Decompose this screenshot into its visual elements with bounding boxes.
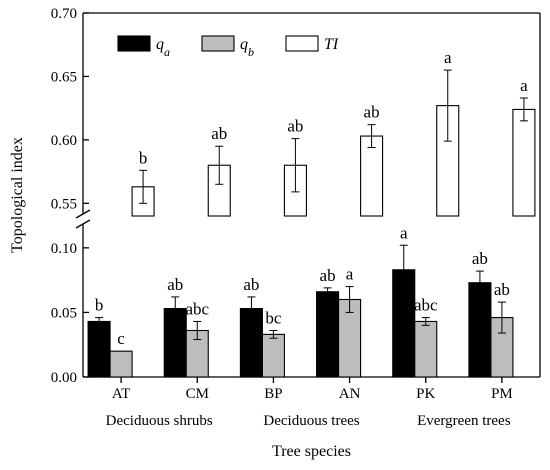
legend-label: qb	[240, 36, 254, 59]
y-tick-label: 0.05	[51, 305, 77, 321]
significance-letter: abc	[414, 296, 438, 315]
significance-letter: ab	[211, 124, 227, 143]
significance-letter: a	[444, 48, 452, 67]
significance-letter: a	[346, 265, 354, 284]
group-label: Deciduous shrubs	[106, 413, 213, 429]
significance-letter: ab	[167, 275, 183, 294]
y-tick-label: 0.55	[51, 196, 77, 212]
significance-letter: ab	[364, 103, 380, 122]
y-axis-title: Topological index	[9, 137, 26, 253]
y-tick-label: 0.10	[51, 241, 77, 257]
significance-letter: ab	[472, 249, 488, 268]
significance-letter: bc	[265, 309, 282, 328]
significance-letter: a	[400, 223, 408, 242]
significance-letter: b	[95, 296, 104, 315]
significance-letter: b	[139, 148, 148, 167]
axis-break-mark	[75, 209, 91, 219]
group-label: Evergreen trees	[417, 413, 511, 429]
bar-qb	[261, 333, 285, 378]
significance-letter: abc	[185, 299, 209, 318]
y-tick-label: 0.00	[51, 370, 77, 386]
significance-letter: ab	[320, 266, 336, 285]
significance-letter: ab	[243, 275, 259, 294]
bar-ti	[360, 135, 384, 217]
bar-qa	[468, 282, 492, 378]
x-tick-label: BP	[264, 386, 282, 402]
x-axis-title: Tree species	[272, 443, 351, 460]
bar-qa	[87, 320, 111, 378]
x-tick-label: CM	[186, 386, 209, 402]
x-tick-label: AT	[112, 386, 130, 402]
y-tick-label: 0.70	[51, 6, 77, 22]
significance-letter: a	[520, 76, 528, 95]
bar-ti	[512, 108, 536, 217]
bar-qb	[414, 320, 438, 378]
x-tick-label: AN	[339, 386, 361, 402]
legend-label: TI	[324, 36, 339, 53]
y-tick-label: 0.60	[51, 133, 77, 149]
legend-swatch	[285, 35, 319, 52]
significance-letter: ab	[494, 280, 510, 299]
group-label: Deciduous trees	[263, 413, 359, 429]
significance-letter: c	[117, 329, 125, 348]
legend-swatch	[117, 35, 151, 52]
bar-qa	[316, 291, 340, 378]
bar-qb	[109, 350, 133, 378]
y-tick-label: 0.65	[51, 69, 77, 85]
x-tick-label: PM	[491, 386, 513, 402]
legend-swatch	[201, 35, 235, 52]
axis-break-mark	[75, 219, 91, 229]
significance-letter: ab	[287, 117, 303, 136]
legend-label: qa	[156, 36, 170, 59]
x-tick-label: PK	[416, 386, 435, 402]
